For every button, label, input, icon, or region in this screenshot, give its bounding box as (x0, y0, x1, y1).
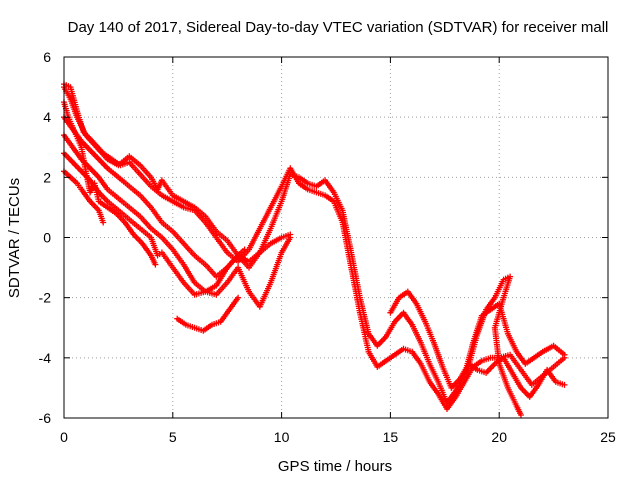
x-tick-label: 20 (491, 429, 507, 445)
x-tick-label: 15 (383, 429, 399, 445)
y-tick-label: 0 (43, 230, 51, 246)
data-point-marker (518, 412, 524, 418)
series-track-8 (61, 99, 159, 268)
y-tick-label: 2 (43, 169, 51, 185)
data-series (61, 81, 568, 418)
data-point-marker (100, 219, 107, 226)
data-point-marker (561, 351, 568, 358)
series-track-9 (387, 288, 568, 400)
chart-title: Day 140 of 2017, Sidereal Day-to-day VTE… (68, 19, 609, 36)
data-point-marker (241, 246, 248, 253)
data-point-marker (561, 381, 568, 388)
axis-ticks (63, 56, 609, 419)
y-tick-label: -2 (39, 290, 52, 306)
x-tick-label: 25 (600, 429, 616, 445)
series-track-7 (174, 294, 242, 334)
data-point-marker (152, 261, 159, 268)
grid-lines (64, 57, 608, 418)
y-axis-label: SDTVAR / TECUs (6, 178, 23, 298)
x-tick-label: 10 (274, 429, 290, 445)
series-track-10 (463, 273, 524, 418)
axis-tick-labels: 0 5 10 15 20 25 -6 -4 -2 0 2 4 6 (39, 49, 616, 445)
y-tick-label: -6 (39, 410, 52, 426)
y-tick-label: 6 (43, 49, 51, 65)
x-axis-label: GPS time / hours (278, 458, 392, 475)
data-point-marker (235, 294, 242, 301)
data-point-marker (287, 234, 294, 241)
y-tick-label: 4 (43, 109, 51, 125)
y-tick-label: -4 (39, 350, 52, 366)
x-tick-label: 0 (60, 429, 68, 445)
x-tick-label: 5 (169, 429, 177, 445)
